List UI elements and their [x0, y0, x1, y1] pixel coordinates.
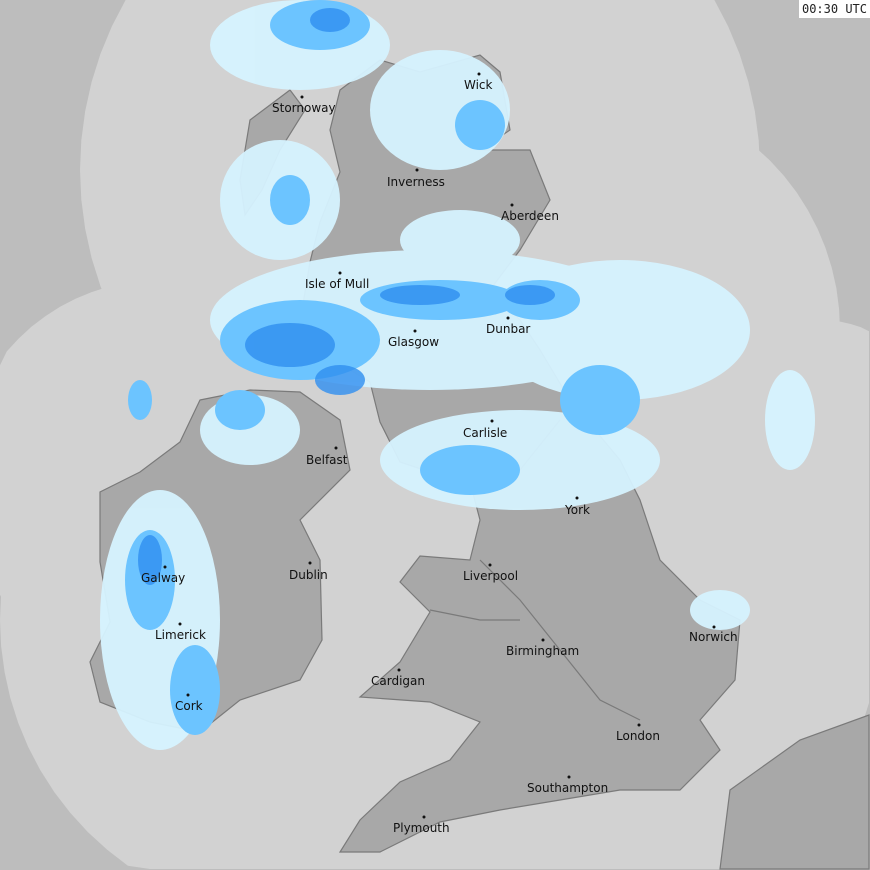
city-wick[interactable]: Wick	[464, 72, 493, 93]
city-label: York	[564, 503, 590, 517]
city-label: Birmingham	[506, 644, 579, 658]
city-dot	[300, 95, 304, 99]
city-dot	[334, 446, 338, 450]
city-cork[interactable]: Cork	[175, 693, 203, 714]
rain-heavy	[138, 8, 555, 585]
city-york[interactable]: York	[564, 496, 590, 518]
city-dot	[490, 419, 494, 423]
city-dublin[interactable]: Dublin	[289, 561, 328, 583]
city-glasgow[interactable]: Glasgow	[388, 329, 439, 350]
city-label: Cork	[175, 699, 203, 713]
city-label: Limerick	[155, 628, 206, 642]
city-label: Stornoway	[272, 101, 336, 115]
city-dot	[712, 625, 716, 629]
city-dot	[397, 668, 401, 672]
city-dot	[178, 622, 182, 626]
city-label: Cardigan	[371, 674, 425, 688]
city-dot	[488, 563, 492, 567]
city-dot	[338, 271, 342, 275]
city-label: Wick	[464, 78, 493, 92]
city-dot	[506, 316, 510, 320]
city-plymouth[interactable]: Plymouth	[393, 815, 450, 836]
city-dot	[415, 168, 419, 172]
city-dot	[637, 723, 641, 727]
city-birmingham[interactable]: Birmingham	[506, 638, 579, 659]
timestamp: 00:30 UTC	[798, 0, 870, 18]
city-inverness[interactable]: Inverness	[387, 168, 445, 190]
city-label: Inverness	[387, 175, 445, 189]
city-london[interactable]: London	[616, 723, 660, 744]
city-cardigan[interactable]: Cardigan	[371, 668, 425, 689]
city-dot	[477, 72, 481, 76]
city-norwich[interactable]: Norwich	[689, 625, 738, 645]
border-line	[479, 559, 641, 721]
city-dot	[186, 693, 190, 697]
continent	[719, 714, 870, 870]
city-label: Southampton	[527, 781, 608, 795]
city-dot	[541, 638, 545, 642]
city-dot	[510, 203, 514, 207]
city-label: Isle of Mull	[305, 277, 369, 291]
city-dot	[575, 496, 579, 500]
city-label: London	[616, 729, 660, 743]
city-label: Dunbar	[486, 322, 530, 336]
city-carlisle[interactable]: Carlisle	[463, 419, 507, 441]
city-dunbar[interactable]: Dunbar	[486, 316, 530, 337]
city-aberdeen[interactable]: Aberdeen	[501, 203, 559, 224]
city-stornoway[interactable]: Stornoway	[272, 95, 336, 116]
city-label: Norwich	[689, 630, 738, 644]
city-dot	[567, 775, 571, 779]
city-label: Glasgow	[388, 335, 439, 349]
border-line	[429, 609, 520, 621]
city-label: Aberdeen	[501, 209, 559, 223]
city-limerick[interactable]: Limerick	[155, 622, 206, 643]
city-label: Plymouth	[393, 821, 450, 835]
city-label: Carlisle	[463, 426, 507, 440]
city-markers: Stornoway Wick Inverness Aberdeen Isle o…	[141, 72, 738, 836]
city-galway[interactable]: Galway	[141, 565, 185, 586]
city-liverpool[interactable]: Liverpool	[463, 563, 518, 584]
city-label: Liverpool	[463, 569, 518, 583]
city-belfast[interactable]: Belfast	[306, 446, 348, 468]
city-southampton[interactable]: Southampton	[527, 775, 608, 796]
city-dot	[308, 561, 312, 565]
city-label: Belfast	[306, 453, 348, 467]
city-dot	[163, 565, 167, 569]
city-dot	[413, 329, 417, 333]
city-isle-of-mull[interactable]: Isle of Mull	[305, 271, 369, 292]
city-label: Dublin	[289, 568, 328, 582]
city-label: Galway	[141, 571, 185, 585]
city-dot	[422, 815, 426, 819]
